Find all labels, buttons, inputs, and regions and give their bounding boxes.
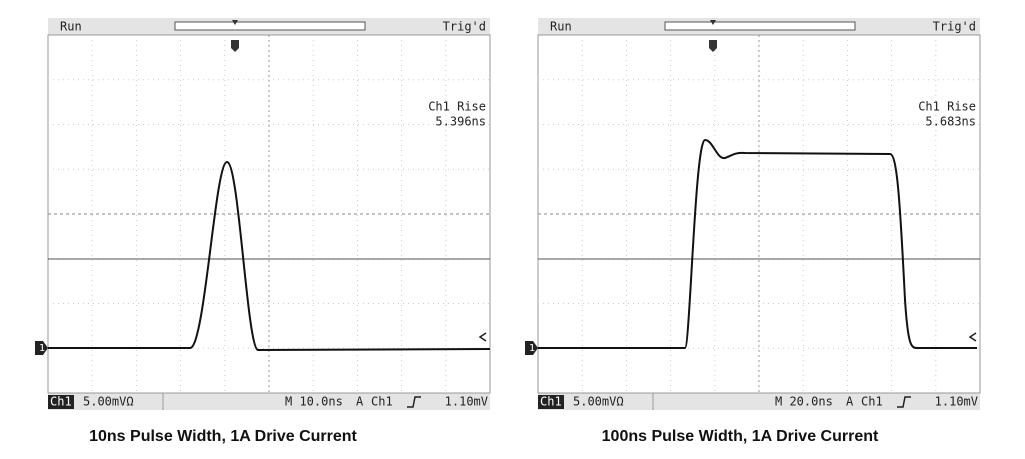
trigger-level: 1.10mV <box>935 395 978 409</box>
trigger-marker <box>231 40 239 52</box>
caption: 10ns Pulse Width, 1A Drive Current <box>89 428 357 445</box>
trigger-marker <box>709 40 717 52</box>
timebase: M 10.0ns <box>285 395 343 409</box>
trigger-edge <box>897 396 911 408</box>
record-bar <box>174 21 366 31</box>
waveform <box>48 160 491 352</box>
waveform <box>538 138 977 349</box>
channel: Ch1 <box>50 395 72 409</box>
trigger-status: Trig'd <box>443 20 486 34</box>
trigger-status: Trig'd <box>933 20 976 34</box>
record-bar <box>664 21 856 31</box>
trigger-position <box>710 20 716 25</box>
channel: Ch1 <box>540 395 562 409</box>
trigger-level-arrow <box>478 332 487 342</box>
trigger-level: 1.10mV <box>445 395 488 409</box>
trigger-level-arrow <box>968 332 977 342</box>
caption: 100ns Pulse Width, 1A Drive Current <box>602 428 879 445</box>
scale: 5.00mVΩ <box>573 395 624 409</box>
trigger-source: A <box>846 395 854 409</box>
status: Run <box>550 20 572 34</box>
status: Run <box>60 20 82 34</box>
channel-marker: 1 <box>39 343 45 354</box>
channel-box <box>48 395 74 409</box>
channel-marker: 1 <box>529 343 535 354</box>
trigger-channel: Ch1 <box>861 395 883 409</box>
channel-marker-shape <box>35 341 48 355</box>
trigger-edge <box>407 396 421 408</box>
measurement-value: 5.683ns <box>925 115 976 129</box>
channel-marker-shape <box>525 341 538 355</box>
trigger-position <box>232 20 238 25</box>
trigger-source: A <box>356 395 364 409</box>
measurement-label: Ch1 Rise <box>918 100 976 114</box>
measurement-value: 5.396ns <box>435 115 486 129</box>
scale: 5.00mVΩ <box>83 395 134 409</box>
channel-box <box>538 395 564 409</box>
trigger-channel: Ch1 <box>371 395 393 409</box>
bottom-bar <box>48 393 490 410</box>
timebase: M 20.0ns <box>775 395 833 409</box>
measurement-label: Ch1 Rise <box>428 100 486 114</box>
bottom-bar <box>538 393 980 410</box>
